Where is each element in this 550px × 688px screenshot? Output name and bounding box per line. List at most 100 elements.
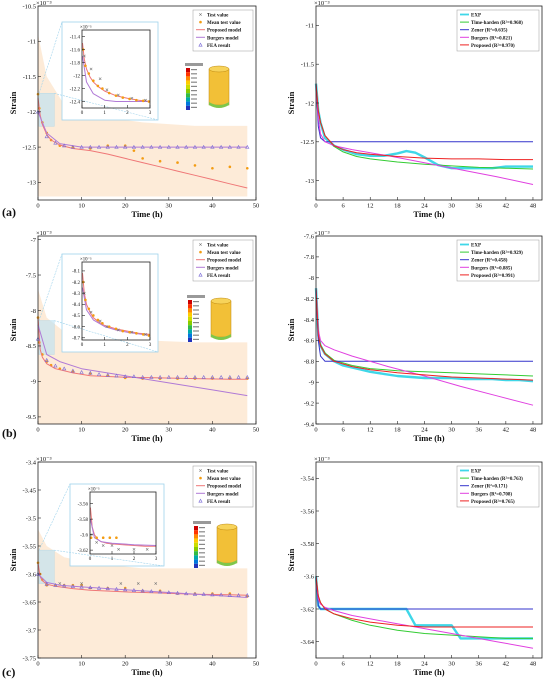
b-left-inset-point-mean: [114, 327, 118, 331]
a-left-inset-point-test: [98, 77, 102, 81]
c-left-xtick-label: 30: [166, 661, 173, 668]
b-left-xtick-label: 30: [166, 427, 173, 434]
c-left-point-fea: [210, 592, 215, 597]
b-left-xtick-label: 20: [122, 427, 129, 434]
a-right-series-exp: [314, 83, 533, 170]
b-left-inset-xtick-label: 1: [103, 343, 106, 348]
a-left-test-band: [38, 34, 248, 197]
a-left-point-fea: [192, 144, 198, 149]
b-right-legend-entry: EXP: [471, 244, 481, 249]
a-left-point-fea: [236, 144, 241, 149]
c-left-point-fea: [149, 589, 154, 593]
c-right-series-burgers_r: [315, 576, 534, 649]
a-left-point-fea: [62, 143, 67, 148]
a-left-inset-ytick-label: -12.2: [70, 87, 81, 92]
c-left-inset-point-test: [145, 547, 149, 551]
chart-a-right: 0 6 12 18 24 30 36 42 48 -11 -11.5 -12 -12.5 -13 ×10⁻³…: [286, 0, 543, 219]
b-left-point-fea: [227, 374, 232, 379]
c-left-exponent: ×10⁻³: [36, 456, 52, 463]
a-left-inset-point-mean: [135, 98, 138, 102]
c-left-point-test: [58, 582, 62, 585]
a-right-legend-entry: Time-harden (R²=0.968): [471, 20, 523, 26]
a-right-xtick-label: 18: [394, 203, 401, 210]
a-left-xtick-label: 30: [166, 203, 173, 210]
b-left-point-fea: [236, 374, 241, 379]
c-right-legend-entry: EXP: [471, 470, 481, 475]
c-left-color-scale-cell: [194, 563, 198, 568]
a-left-inset-point-test: [82, 54, 86, 58]
c-left-inset-point-test: [110, 544, 114, 547]
a-left-point-fea: [96, 144, 102, 149]
chart-c-right: 0 6 12 18 24 30 36 42 48 -3.54 -3.56 -3.58 -3.6 -3.62…: [286, 456, 543, 677]
c-left-xtick-label: 50: [253, 661, 260, 668]
a-left-zoom-region: [38, 93, 55, 127]
c-left-point-test: [80, 582, 84, 585]
c-right-xtick-label: 42: [503, 661, 510, 668]
c-left-color-scale-tick: [199, 543, 205, 545]
a-left-legend-entry: Test value: [207, 14, 229, 19]
b-left-point-fea: [175, 374, 180, 379]
b-right-ytick-label: -8: [309, 275, 314, 282]
c-left-point-test: [119, 582, 123, 585]
b-left-color-scale-title: [187, 295, 205, 298]
b-left-point-fea: [70, 368, 75, 373]
b-left-color-scale-tick: [193, 313, 199, 315]
c-left-x-axis-label: Time (h): [131, 667, 162, 677]
a-left-legend-swatch: [199, 20, 202, 24]
a-right-xtick-label: 6: [341, 203, 345, 210]
c-left-legend-swatch: [199, 476, 202, 480]
b-right-series-time_harden: [315, 288, 534, 377]
c-left-frame: [37, 461, 257, 659]
c-left-color-scale-cell: [194, 530, 198, 535]
c-left-ytick-label: -3.55: [22, 543, 36, 550]
b-right-legend-box: [456, 239, 540, 282]
b-right-legend-entry: Zener (R²=0.458): [471, 258, 508, 264]
c-left-ytick-label: -3.5: [26, 515, 36, 522]
a-left-ytick-label: -10.5: [22, 3, 36, 10]
a-left-inset-xtick-label: 2: [126, 111, 129, 116]
a-left-color-scale-tick: [191, 73, 197, 75]
c-left-ytick-label: -3.45: [22, 487, 36, 494]
c-left-point-fea: [105, 586, 110, 591]
b-left-color-scale-tick: [193, 330, 199, 332]
b-right-y-axis-label: Strain: [286, 318, 296, 341]
c-left-fea-model-image: [193, 521, 238, 568]
b-left-inset-series-burgers: [82, 287, 151, 336]
b-left-color-scale-cell: [188, 308, 192, 313]
a-left-color-scale-tick: [191, 102, 197, 104]
a-left-point-mean: [141, 157, 144, 160]
c-left-test-band: [38, 529, 248, 658]
b-left-point-fea: [105, 372, 110, 377]
c-right-ytick-label: -3.54: [300, 476, 314, 483]
a-left-color-scale-cell: [186, 84, 190, 89]
b-right-ytick-label: -8.2: [304, 296, 314, 303]
b-right-legend-entry: Burgers (R²=0.885): [471, 265, 512, 271]
chart-b-right: 0 6 12 18 24 30 36 42 48 -7.6 -7.8 -8 -8.2 -8.4 -8.6 -8…: [286, 230, 543, 443]
a-left-point-fea: [245, 144, 250, 149]
a-left-ytick-label: -13: [27, 180, 36, 187]
c-left-color-scale-cell: [194, 538, 198, 543]
b-left-color-scale-cell: [188, 337, 192, 342]
a-left-ytick-label: -11.5: [23, 74, 36, 81]
c-left-cylinder-top: [216, 523, 238, 531]
b-left-inset-ytick-label: -8.1: [72, 270, 80, 275]
b-right-ytick-label: -9: [309, 379, 314, 386]
a-right-series-zener: [315, 83, 533, 143]
a-left-inset-point-test: [116, 93, 120, 97]
a-left-color-scale-cell: [186, 80, 190, 85]
c-left-point-fea: [114, 586, 119, 591]
c-right-legend-entry: Time-harden (R²=0.763): [471, 476, 523, 482]
a-left-fea-model-image: [185, 63, 230, 110]
a-left-inset-point-mean: [114, 94, 118, 97]
c-right-xtick-label: 18: [394, 661, 401, 668]
b-left-inset-point-mean: [135, 332, 138, 335]
a-left-color-scale-cell: [186, 93, 190, 98]
b-left-legend-entry: Mean test value: [207, 251, 241, 256]
b-left-inset-connector: [38, 253, 63, 321]
b-left-legend: Test value Mean test value Proposed model B…: [192, 239, 254, 282]
a-left-legend-entry: Burgers model: [207, 36, 239, 41]
b-right-xtick-label: 18: [394, 427, 401, 434]
